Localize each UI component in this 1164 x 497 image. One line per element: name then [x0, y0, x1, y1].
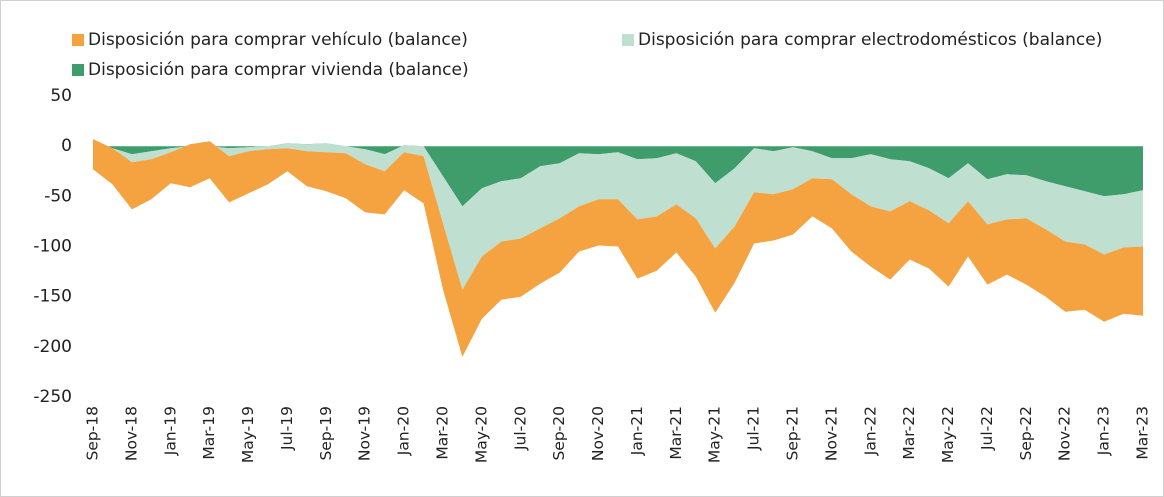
x-tick-label: Jan-20	[395, 406, 413, 456]
x-tick-label: Sep-20	[550, 406, 568, 461]
legend-swatch	[72, 64, 84, 76]
x-tick-label: Sep-18	[84, 406, 102, 461]
legend-label: Disposición para comprar vivienda (balan…	[88, 60, 469, 80]
y-tick-label: 50	[50, 86, 72, 106]
x-tick-label: Nov-22	[1056, 406, 1074, 461]
legend-swatch	[72, 34, 84, 46]
legend-label: Disposición para comprar electrodoméstic…	[638, 30, 1102, 50]
x-tick-label: Jan-19	[161, 406, 179, 456]
area	[93, 139, 1143, 290]
y-tick-label: -250	[33, 387, 72, 407]
legend-label: Disposición para comprar vehículo (balan…	[88, 30, 468, 50]
y-tick-label: -50	[44, 186, 72, 206]
y-tick-label: -150	[33, 287, 72, 307]
x-tick-label: Mar-22	[900, 406, 918, 460]
x-tick-label: Jan-23	[1095, 406, 1113, 456]
area	[93, 139, 1143, 357]
x-tick-label: Jan-21	[628, 406, 646, 456]
x-tick-label: Jul-22	[978, 406, 996, 451]
x-tick-label: Mar-23	[1134, 406, 1152, 460]
y-tick-label: -100	[33, 237, 72, 257]
x-tick-label: Jan-22	[861, 406, 879, 456]
x-tick-label: May-20	[472, 406, 490, 463]
x-tick-label: Mar-19	[200, 406, 218, 460]
x-tick-label: Sep-22	[1017, 406, 1035, 461]
x-tick-label: May-22	[939, 406, 957, 463]
y-tick-label: 0	[61, 136, 72, 156]
x-tick-label: Jul-21	[745, 406, 763, 451]
legend-swatch	[622, 34, 634, 46]
x-tick-label: Nov-21	[822, 406, 840, 461]
x-tick-label: Nov-19	[356, 406, 374, 461]
x-tick-label: May-21	[706, 406, 724, 463]
x-tick-label: May-19	[239, 406, 257, 463]
x-tick-label: Sep-19	[317, 406, 335, 461]
y-tick-label: -200	[33, 337, 72, 357]
x-tick-label: Nov-18	[122, 406, 140, 461]
x-tick-label: Jul-19	[278, 406, 296, 451]
x-tick-label: Mar-20	[434, 406, 452, 460]
area	[93, 143, 1143, 207]
x-tick-label: Nov-20	[589, 406, 607, 461]
x-tick-label: Sep-21	[784, 406, 802, 461]
x-tick-label: Jul-20	[511, 406, 529, 451]
x-tick-label: Mar-21	[667, 406, 685, 460]
